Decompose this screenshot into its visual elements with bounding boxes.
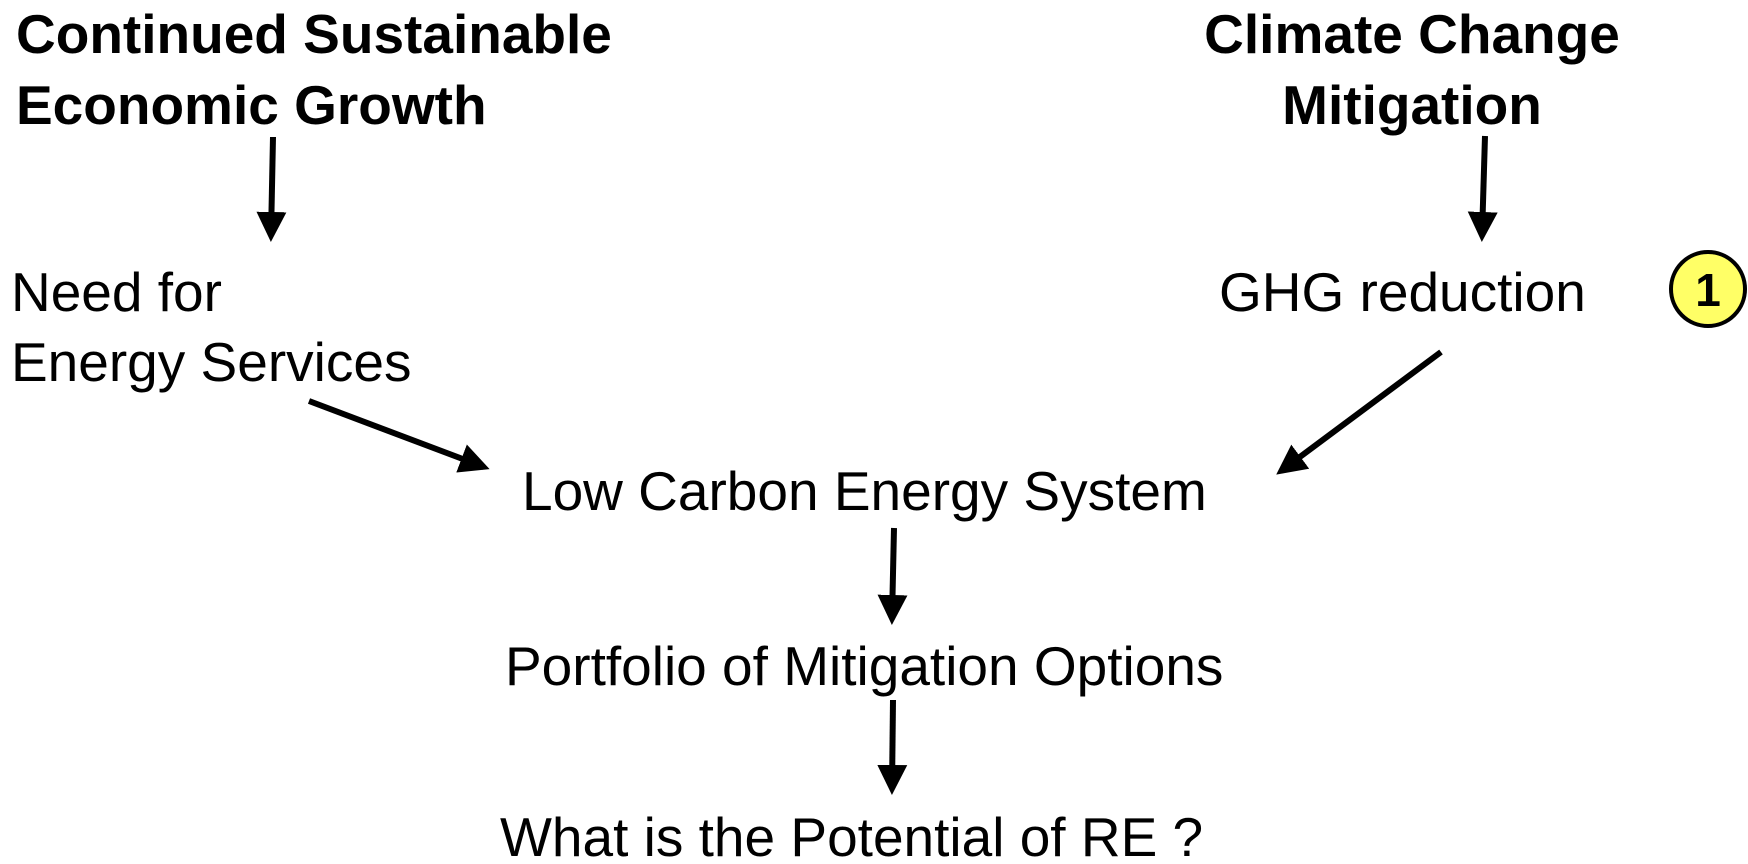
node-text: Low Carbon Energy System (522, 460, 1207, 522)
arrow (1276, 349, 1443, 475)
node-text: Need for (11, 261, 222, 323)
node-text: Continued Sustainable (16, 3, 612, 65)
node-text: Mitigation (1282, 74, 1542, 136)
node-text: Portfolio of Mitigation Options (505, 635, 1223, 697)
badge-text: 1 (1695, 264, 1721, 316)
node-text: Climate Change (1204, 3, 1620, 65)
node-text: GHG reduction (1219, 261, 1586, 323)
arrow (256, 136, 287, 242)
node-text: Economic Growth (16, 74, 487, 136)
node-text: What is the Potential of RE ? (500, 806, 1203, 864)
arrow (877, 527, 908, 625)
arrow (307, 398, 490, 473)
node-text: Energy Services (11, 331, 411, 393)
badge-circle (1669, 250, 1747, 328)
arrow (877, 699, 908, 795)
arrow (1467, 135, 1498, 242)
